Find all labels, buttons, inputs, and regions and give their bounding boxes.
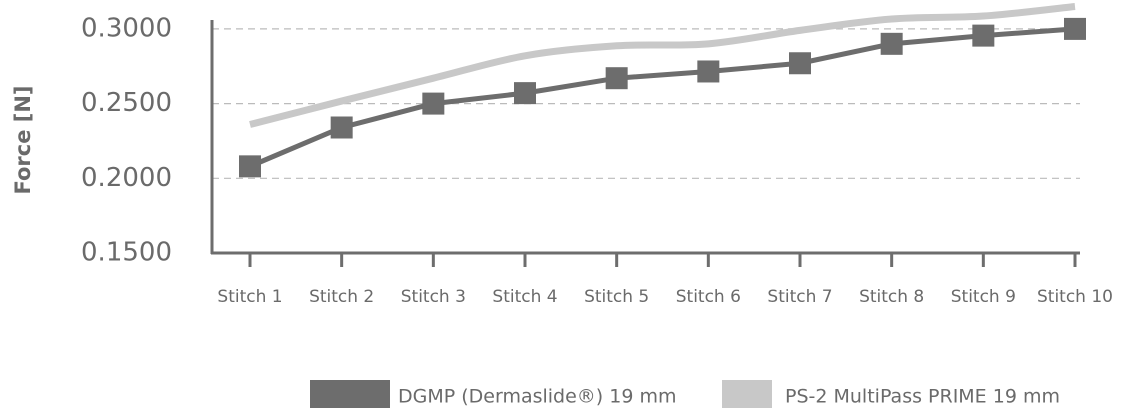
marker — [1064, 17, 1086, 40]
x-tick-label: Stitch 8 — [859, 287, 924, 307]
x-tick-label: Stitch 2 — [309, 287, 374, 307]
y-tick-label: 0.2000 — [81, 163, 172, 193]
marker — [697, 60, 720, 83]
marker — [239, 155, 261, 178]
marker — [330, 116, 353, 139]
marker — [422, 92, 445, 115]
marker — [514, 82, 536, 105]
marker — [789, 52, 811, 75]
series-line — [249, 26, 1076, 169]
y-tick-label: 0.3000 — [81, 13, 172, 43]
legend-label: PS-2 MultiPass PRIME 19 mm — [785, 386, 1060, 408]
y-tick-label: 0.2500 — [81, 88, 172, 118]
marker — [880, 32, 903, 55]
legend-swatch — [310, 380, 390, 408]
legend-label: DGMP (Dermaslide®) 19 mm — [398, 386, 677, 408]
x-tick-label: Stitch 6 — [676, 287, 741, 307]
x-tick-label: Stitch 5 — [584, 287, 649, 307]
marker — [605, 67, 628, 90]
x-tick-label: Stitch 4 — [492, 287, 557, 307]
y-axis-label: Force [N] — [11, 85, 35, 194]
x-tick-label: Stitch 1 — [217, 287, 282, 307]
y-tick-label: 0.1500 — [81, 238, 172, 268]
x-tick-label: Stitch 9 — [951, 287, 1016, 307]
series-line — [249, 3, 1076, 128]
marker — [972, 24, 995, 47]
legend-swatch — [722, 380, 772, 408]
x-tick-label: Stitch 3 — [401, 287, 466, 307]
x-tick-label: Stitch 10 — [1037, 287, 1113, 307]
x-tick-label: Stitch 7 — [767, 287, 832, 307]
